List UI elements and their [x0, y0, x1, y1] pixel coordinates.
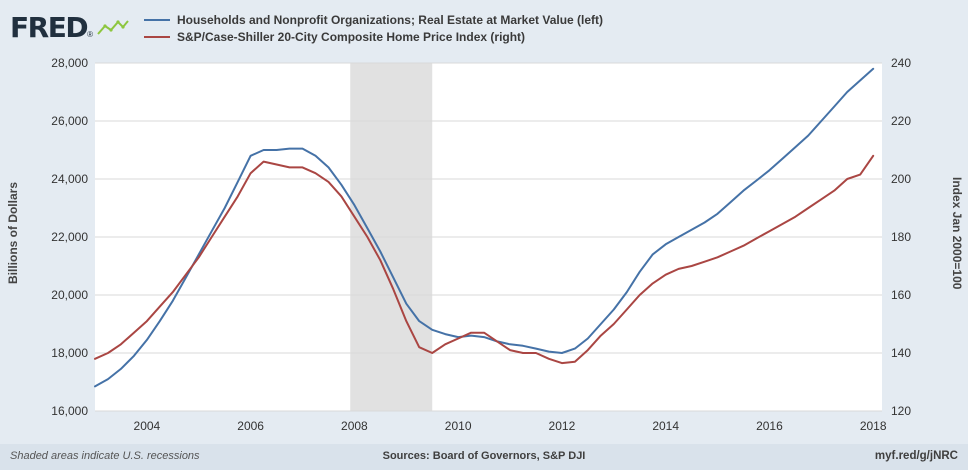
x-tick-label: 2010 [445, 419, 472, 433]
y-right-tick-label: 200 [891, 172, 911, 186]
share-link[interactable]: myf.red/g/jNRC [874, 450, 958, 462]
y-right-tick-label: 120 [891, 404, 911, 418]
y-left-tick-label: 20,000 [51, 288, 88, 302]
fred-logo[interactable]: FRED ® [10, 14, 130, 42]
y-right-tick-label: 140 [891, 346, 911, 360]
chart-header: FRED ® Households and Nonprofit Organiza… [0, 0, 968, 56]
legend-item-case-shiller: S&P/Case-Shiller 20-City Composite Home … [143, 29, 603, 44]
legend-line-red [143, 35, 170, 38]
chart-svg[interactable]: 16,000 18,000 20,000 22,000 24,000 26,000 28,0… [0, 55, 968, 447]
y-left-tick-label: 24,000 [51, 172, 88, 186]
x-tick-label: 2016 [756, 419, 783, 433]
y-right-tick-label: 180 [891, 230, 911, 244]
legend-line-blue [143, 18, 170, 21]
y-right-tick-label: 220 [891, 114, 911, 128]
legend-label: S&P/Case-Shiller 20-City Composite Home … [176, 29, 526, 44]
y-left-tick-label: 16,000 [51, 404, 88, 418]
y-left-tick-label: 28,000 [51, 56, 88, 70]
x-tick-label: 2014 [652, 419, 679, 433]
y-right-tick-label: 160 [891, 288, 911, 302]
x-tick-label: 2012 [549, 419, 576, 433]
x-tick-label: 2004 [134, 419, 161, 433]
y-axis-title-right: Index Jan 2000=100 [950, 176, 964, 290]
series-line-0 [94, 67, 875, 388]
chart-legend: Households and Nonprofit Organizations; … [143, 10, 604, 47]
registered-mark: ® [87, 30, 93, 39]
y-left-tick-label: 26,000 [51, 114, 88, 128]
legend-label: Households and Nonprofit Organizations; … [176, 12, 604, 27]
x-tick-label: 2008 [341, 419, 368, 433]
y-axis-title-right-wrap: Index Jan 2000=100 [950, 55, 964, 411]
legend-item-households: Households and Nonprofit Organizations; … [143, 12, 604, 27]
recession-note: Shaded areas indicate U.S. recessions [10, 450, 200, 462]
y-right-tick-label: 240 [891, 56, 911, 70]
fred-logo-text: FRED [10, 11, 89, 44]
chart-footer: Shaded areas indicate U.S. recessions So… [0, 444, 968, 470]
y-left-tick-label: 22,000 [51, 230, 88, 244]
x-tick-label: 2006 [237, 419, 264, 433]
series-line-1 [94, 154, 875, 365]
sources-text: Sources: Board of Governors, S&P DJI [382, 450, 586, 462]
y-left-tick-label: 18,000 [51, 346, 88, 360]
fred-sparkline-icon [97, 20, 129, 35]
x-tick-label: 2018 [860, 419, 887, 433]
